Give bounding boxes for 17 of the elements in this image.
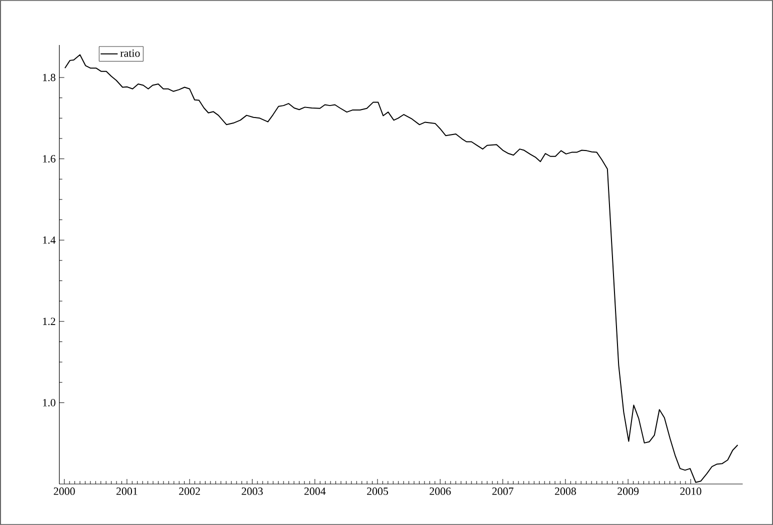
x-tick-label: 2002: [179, 488, 200, 495]
y-tick-label: 1.6: [43, 155, 56, 163]
y-tick-label: 1.4: [43, 236, 56, 244]
y-tick-label: 1.0: [43, 398, 56, 406]
x-tick-label: 2001: [116, 488, 138, 495]
y-tick-label: 1.2: [43, 318, 56, 326]
x-tick-label: 2005: [367, 488, 388, 495]
x-tick-label: 2008: [554, 488, 576, 495]
y-tick-label: 1.8: [43, 74, 56, 82]
x-tick-label: 2010: [680, 488, 702, 495]
x-tick-label: 2006: [430, 488, 451, 495]
x-tick-label: 2007: [492, 488, 514, 495]
x-tick-label: 2003: [242, 488, 263, 495]
legend-label: ratio: [120, 50, 140, 57]
x-tick-label: 2000: [54, 488, 75, 495]
x-tick-label: 2009: [618, 488, 639, 495]
x-tick-label: 2004: [304, 488, 326, 495]
